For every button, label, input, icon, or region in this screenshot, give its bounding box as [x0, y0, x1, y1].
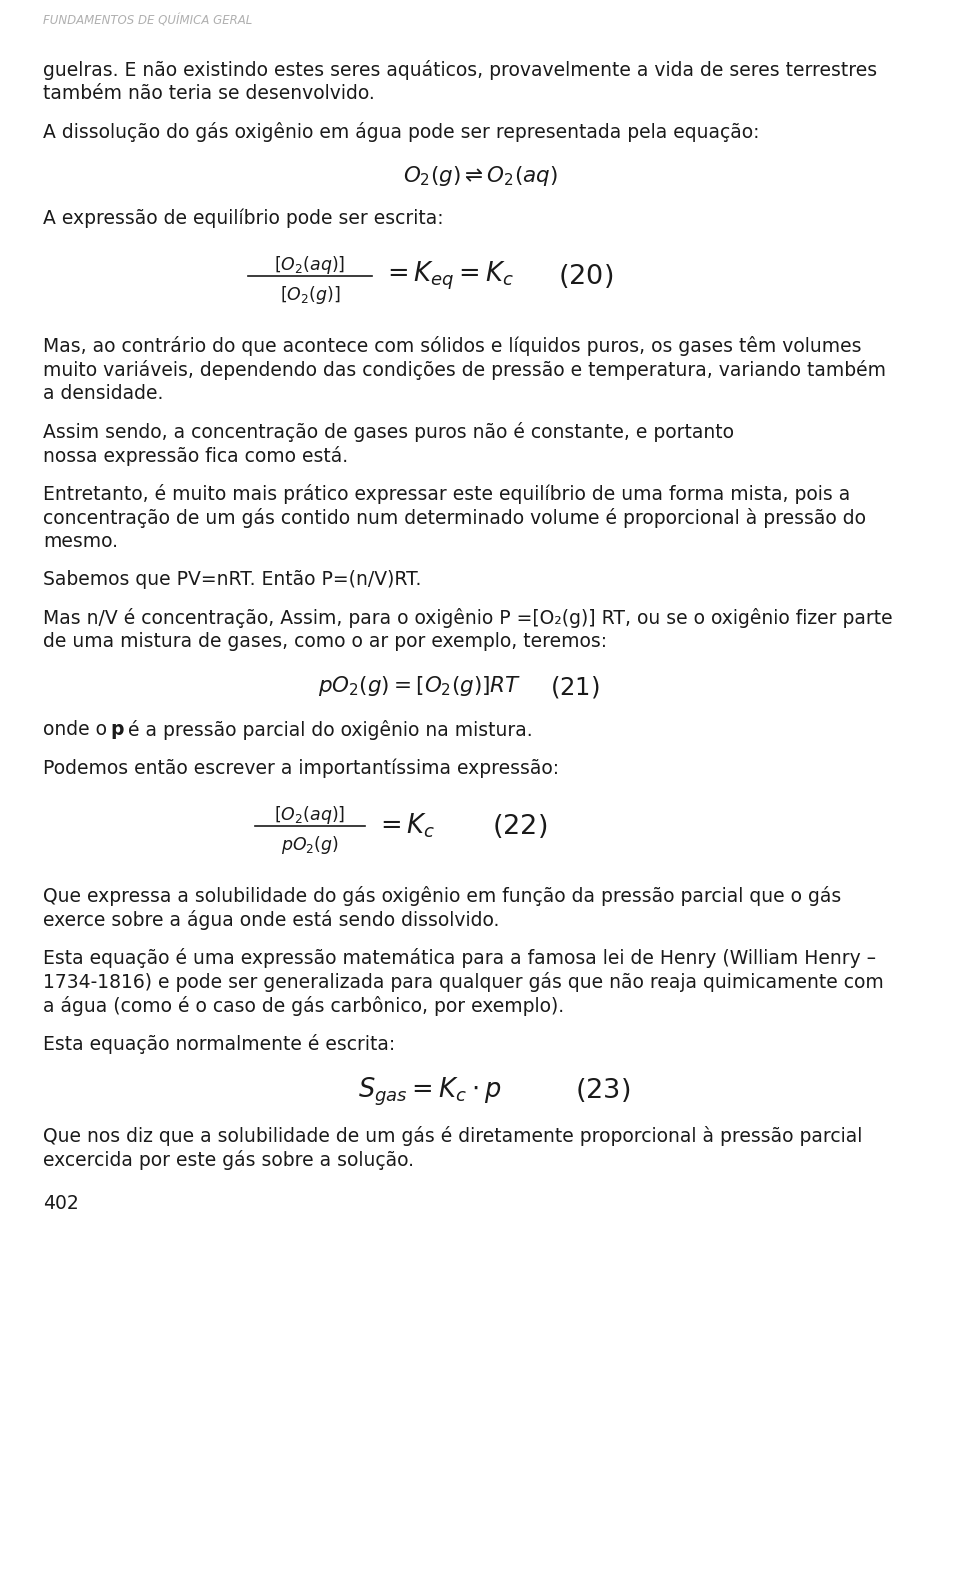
- Text: Mas n/V é concentração, Assim, para o oxigênio P =[O₂(g)] RT, ou se o oxigênio f: Mas n/V é concentração, Assim, para o ox…: [43, 608, 893, 628]
- Text: é a pressão parcial do oxigênio na mistura.: é a pressão parcial do oxigênio na mistu…: [122, 720, 533, 741]
- Text: $(21)$: $(21)$: [550, 674, 600, 699]
- Text: $(23)$: $(23)$: [575, 1075, 631, 1104]
- Text: $= K_c$: $= K_c$: [375, 812, 435, 840]
- Text: exerce sobre a água onde está sendo dissolvido.: exerce sobre a água onde está sendo diss…: [43, 910, 499, 930]
- Text: excercida por este gás sobre a solução.: excercida por este gás sobre a solução.: [43, 1150, 414, 1170]
- Text: Esta equação é uma expressão matemática para a famosa lei de Henry (William Henr: Esta equação é uma expressão matemática …: [43, 947, 876, 968]
- Text: $(22)$: $(22)$: [492, 812, 547, 840]
- Text: nossa expressão fica como está.: nossa expressão fica como está.: [43, 445, 348, 466]
- Text: Mas, ao contrário do que acontece com sólidos e líquidos puros, os gases têm vol: Mas, ao contrário do que acontece com só…: [43, 336, 861, 355]
- Text: $O_2(g) \rightleftharpoons O_2(aq)$: $O_2(g) \rightleftharpoons O_2(aq)$: [402, 164, 558, 188]
- Text: Sabemos que PV=nRT. Então P=(n/V)RT.: Sabemos que PV=nRT. Então P=(n/V)RT.: [43, 570, 421, 589]
- Text: FUNDAMENTOS DE QUÍMICA GERAL: FUNDAMENTOS DE QUÍMICA GERAL: [43, 14, 252, 27]
- Text: a água (como é o caso de gás carbônico, por exemplo).: a água (como é o caso de gás carbônico, …: [43, 996, 564, 1015]
- Text: $[O_2(g)]$: $[O_2(g)]$: [279, 284, 341, 306]
- Text: A expressão de equilíbrio pode ser escrita:: A expressão de equilíbrio pode ser escri…: [43, 208, 444, 227]
- Text: $(20)$: $(20)$: [558, 262, 613, 291]
- Text: onde o: onde o: [43, 720, 113, 739]
- Text: A dissolução do gás oxigênio em água pode ser representada pela equação:: A dissolução do gás oxigênio em água pod…: [43, 122, 759, 142]
- Text: também não teria se desenvolvido.: também não teria se desenvolvido.: [43, 84, 374, 103]
- Text: $= K_{eq} = K_c$: $= K_{eq} = K_c$: [382, 261, 514, 292]
- Text: Que expressa a solubilidade do gás oxigênio em função da pressão parcial que o g: Que expressa a solubilidade do gás oxigê…: [43, 886, 841, 906]
- Text: $[O_2(aq)]$: $[O_2(aq)]$: [275, 804, 346, 826]
- Text: 1734-1816) e pode ser generalizada para qualquer gás que não reaja quimicamente : 1734-1816) e pode ser generalizada para …: [43, 973, 884, 992]
- Text: de uma mistura de gases, como o ar por exemplo, teremos:: de uma mistura de gases, como o ar por e…: [43, 632, 607, 651]
- Text: $pO_2(g)$: $pO_2(g)$: [281, 834, 339, 856]
- Text: a densidade.: a densidade.: [43, 384, 163, 403]
- Text: 402: 402: [43, 1194, 79, 1213]
- Text: $S_{gas} = K_c \cdot p$: $S_{gas} = K_c \cdot p$: [358, 1075, 502, 1108]
- Text: Podemos então escrever a importantíssima expressão:: Podemos então escrever a importantíssima…: [43, 758, 559, 777]
- Text: Entretanto, é muito mais prático expressar este equilíbrio de uma forma mista, p: Entretanto, é muito mais prático express…: [43, 485, 851, 504]
- Text: Assim sendo, a concentração de gases puros não é constante, e portanto: Assim sendo, a concentração de gases pur…: [43, 422, 734, 442]
- Text: guelras. E não existindo estes seres aquáticos, provavelmente a vida de seres te: guelras. E não existindo estes seres aqu…: [43, 60, 877, 81]
- Text: mesmo.: mesmo.: [43, 532, 118, 551]
- Text: $pO_2(g) = [O_2(g)]RT$: $pO_2(g) = [O_2(g)]RT$: [319, 674, 521, 698]
- Text: $[O_2(aq)]$: $[O_2(aq)]$: [275, 254, 346, 276]
- Text: muito variáveis, dependendo das condições de pressão e temperatura, variando tam: muito variáveis, dependendo das condiçõe…: [43, 360, 886, 381]
- Text: p: p: [110, 720, 124, 739]
- Text: Esta equação normalmente é escrita:: Esta equação normalmente é escrita:: [43, 1034, 396, 1055]
- Text: concentração de um gás contido num determinado volume é proporcional à pressão d: concentração de um gás contido num deter…: [43, 508, 866, 527]
- Text: Que nos diz que a solubilidade de um gás é diretamente proporcional à pressão pa: Que nos diz que a solubilidade de um gás…: [43, 1126, 862, 1146]
